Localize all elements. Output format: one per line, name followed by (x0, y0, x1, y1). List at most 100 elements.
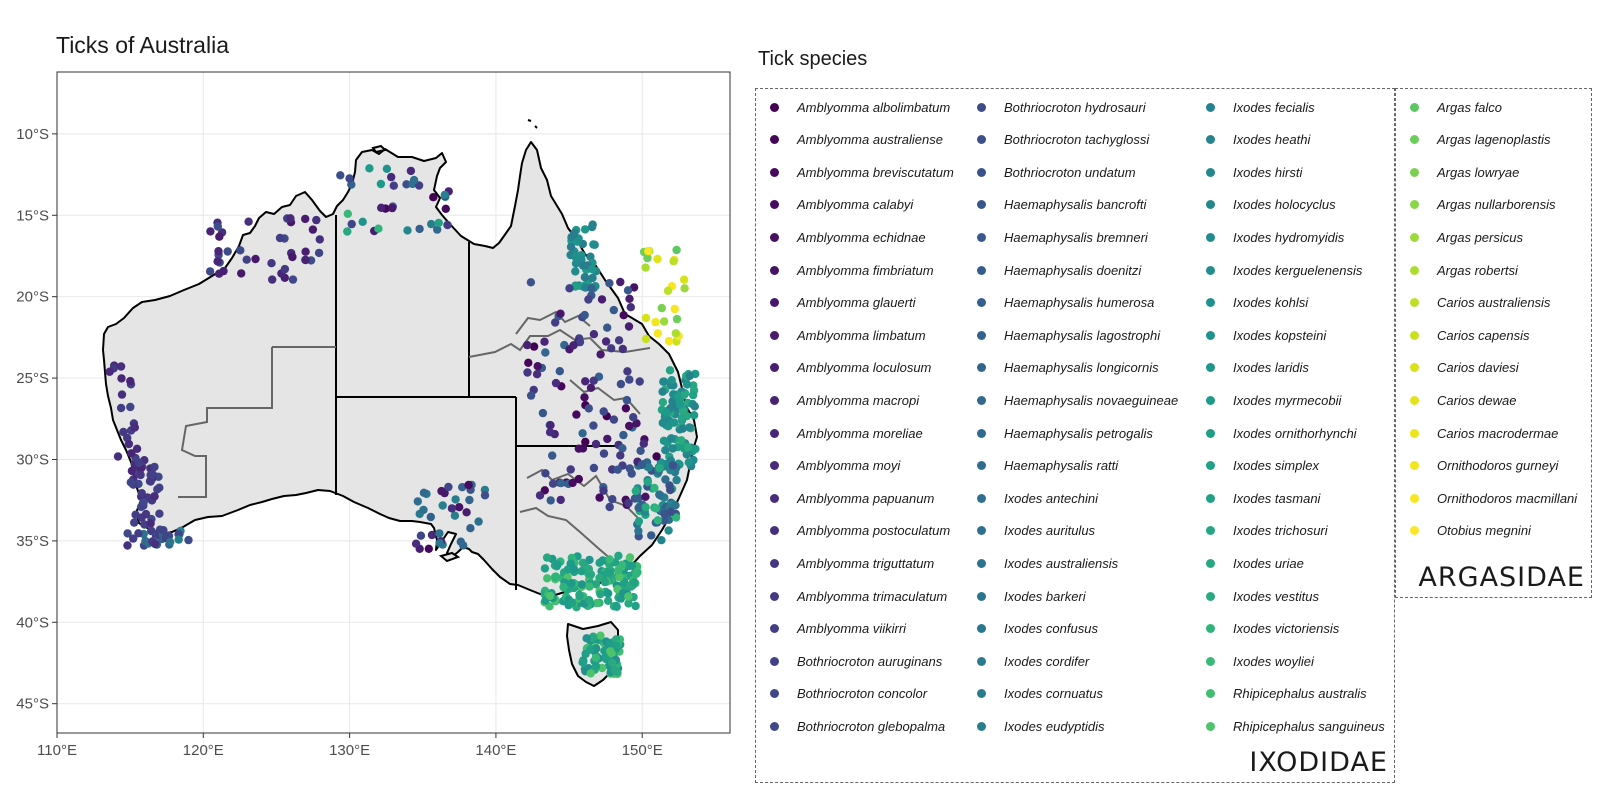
occurrence-point (637, 460, 646, 470)
legend-swatch (977, 330, 986, 340)
legend-label: Rhipicephalus sanguineus (1233, 718, 1385, 734)
occurrence-point (215, 232, 224, 241)
legend-item: Haemaphysalis humerosa (977, 293, 1154, 313)
occurrence-point (546, 496, 555, 505)
legend-swatch (1410, 526, 1419, 536)
occurrence-point (223, 247, 232, 256)
occurrence-point (588, 264, 597, 274)
occurrence-point (387, 172, 396, 182)
australia-mainland (102, 141, 698, 597)
x-tick-label: 140°E (475, 742, 516, 759)
occurrence-point (603, 434, 612, 444)
occurrence-point (174, 535, 183, 544)
legend-item: Ixodes holocyclus (1206, 195, 1336, 215)
legend-label: Ixodes laridis (1233, 360, 1309, 376)
occurrence-point (524, 358, 533, 367)
occurrence-point (625, 375, 634, 384)
legend-item: Amblyomma viikirri (770, 619, 906, 639)
legend-label: Amblyomma viikirri (797, 621, 907, 637)
occurrence-point (647, 531, 656, 540)
legend-item: Haemaphysalis bremneri (977, 227, 1148, 247)
occurrence-point (625, 421, 634, 431)
legend-item: Argas nullarborensis (1410, 195, 1556, 215)
occurrence-point (624, 592, 633, 601)
occurrence-point (575, 591, 584, 601)
occurrence-point (155, 483, 164, 492)
legend-item: Amblyomma trimaculatum (770, 586, 947, 606)
occurrence-point (546, 421, 555, 430)
occurrence-point (673, 392, 683, 402)
legend-item: Ixodes cornuatus (977, 684, 1103, 704)
occurrence-point (347, 219, 356, 229)
legend-item: Ixodes barkeri (977, 586, 1086, 606)
occurrence-point (589, 463, 599, 473)
legend-swatch (1206, 330, 1215, 340)
occurrence-point (566, 242, 576, 252)
occurrence-point (365, 164, 374, 173)
occurrence-point (155, 509, 164, 518)
ixodidae-family-label: IXODIDAE (1249, 747, 1388, 778)
legend-item: Bothriocroton tachyglossi (977, 130, 1149, 150)
legend-item: Haemaphysalis doenitzi (977, 260, 1141, 280)
legend-item: Ixodes vestitus (1206, 586, 1319, 606)
legend-item: Amblyomma breviscutatum (770, 162, 954, 182)
x-tick-label: 110°E (37, 742, 77, 759)
legend-label: Amblyomma fimbriatum (797, 262, 934, 278)
occurrence-point (626, 303, 635, 312)
legend-label: Haemaphysalis novaeguineae (1004, 392, 1179, 408)
occurrence-point (606, 647, 615, 656)
y-tick-label: 25°S (16, 370, 49, 387)
kangaroo-island (438, 551, 461, 563)
legend-swatch (770, 135, 779, 145)
legend-item: Bothriocroton concolor (770, 684, 927, 704)
occurrence-point (556, 478, 566, 488)
legend-label: Carios daviesi (1437, 360, 1519, 376)
legend-label: Ixodes simplex (1233, 458, 1319, 474)
occurrence-point (206, 227, 215, 236)
occurrence-point (609, 415, 619, 424)
occurrence-point (588, 273, 597, 283)
legend-item: Haemaphysalis ratti (977, 456, 1118, 476)
legend-swatch (1206, 689, 1215, 699)
occurrence-point (690, 402, 699, 411)
occurrence-point (565, 284, 574, 293)
occurrence-point (685, 423, 694, 432)
occurrence-point (596, 350, 605, 359)
occurrence-point (677, 436, 686, 445)
occurrence-point (661, 446, 670, 455)
legend-item: Argas persicus (1410, 227, 1523, 247)
legend-swatch (1206, 200, 1215, 210)
occurrence-point (641, 313, 651, 323)
legend-item: Argas lagenoplastis (1410, 130, 1550, 150)
occurrence-point (585, 582, 594, 591)
occurrence-point (105, 367, 114, 376)
occurrence-point (624, 322, 634, 331)
occurrence-point (113, 452, 123, 461)
legend-swatch (1206, 102, 1215, 112)
occurrence-point (377, 203, 386, 212)
legend-item: Amblyomma loculosum (770, 358, 931, 378)
occurrence-point (406, 166, 416, 176)
occurrence-point (578, 261, 588, 270)
legend-swatch (977, 135, 986, 145)
legend-item: Ixodes heathi (1206, 130, 1310, 150)
occurrence-point (691, 444, 700, 454)
occurrence-point (123, 541, 132, 550)
occurrence-point (443, 220, 452, 230)
occurrence-point (571, 252, 580, 262)
melville-island (371, 144, 387, 154)
occurrence-point (548, 479, 558, 488)
occurrence-point (614, 551, 623, 560)
legend-item: Amblyomma fimbriatum (770, 260, 934, 280)
occurrence-point (621, 404, 631, 413)
x-tick-label: 120°E (183, 742, 224, 759)
occurrence-point (603, 323, 612, 332)
legend-swatch (770, 363, 779, 373)
legend-item: Rhipicephalus australis (1206, 684, 1367, 704)
legend-swatch (977, 461, 986, 471)
occurrence-point (551, 378, 561, 388)
occurrence-point (314, 248, 324, 258)
legend-swatch (977, 721, 986, 731)
y-tick-label: 30°S (16, 451, 49, 468)
legend-swatch (1206, 721, 1215, 731)
